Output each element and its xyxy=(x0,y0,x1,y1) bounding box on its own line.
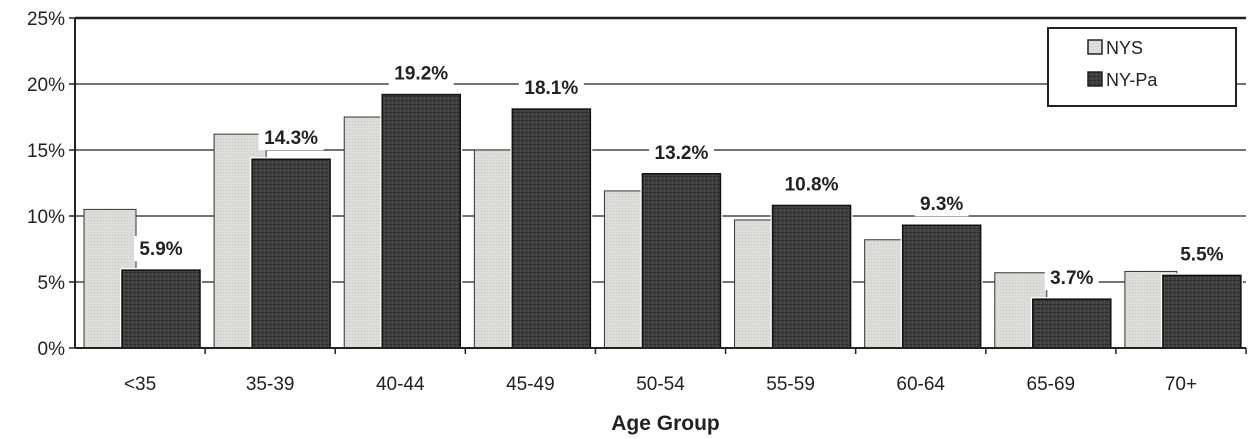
legend-label-ny-pa: NY-Pa xyxy=(1106,70,1158,90)
y-tick-label: 10% xyxy=(27,207,65,228)
data-label-bg xyxy=(914,191,969,217)
data-label-bg xyxy=(648,139,714,165)
y-tick-label: 20% xyxy=(27,75,65,96)
x-tick-label-65-69: 65-69 xyxy=(1027,374,1076,395)
data-label-55-59: 10.8% xyxy=(785,174,839,195)
bar-ny-pa-40-44 xyxy=(381,93,461,349)
data-label-bg xyxy=(518,75,584,101)
data-label-bg xyxy=(779,171,845,197)
data-label-60-64: 9.3% xyxy=(920,194,963,215)
bars xyxy=(83,92,1243,349)
y-tick-label: 15% xyxy=(27,141,65,162)
data-labels: 5.9% 14.3% 19.2% 18.1% 13.2% 10.8% 9.3% 3.7% 5.5… xyxy=(134,60,1229,291)
bar-ny-pa-65-69 xyxy=(1032,298,1112,349)
x-tick-label-60-64: 60-64 xyxy=(896,374,945,395)
x-tick-label-35: <35 xyxy=(124,374,156,395)
axes: 0% 5% 10% 15% 20% 25% <35 35-39 40-44 45-49 50-54 5… xyxy=(27,9,1247,395)
x-tick-label-40-44: 40-44 xyxy=(376,374,425,395)
x-tick-label-50-54: 50-54 xyxy=(636,374,685,395)
bar-ny-pa-45-49 xyxy=(511,108,592,349)
bar-ny-pa-55-59 xyxy=(771,204,852,349)
data-label-bg xyxy=(1044,265,1099,291)
x-tick-label-70: 70+ xyxy=(1165,374,1197,395)
y-tick-label: 0% xyxy=(38,339,66,360)
data-label-bg xyxy=(258,125,324,151)
legend-label-nys: NYS xyxy=(1106,38,1143,58)
legend-swatch-ny-pa xyxy=(1087,71,1103,87)
bar-ny-pa-35-39 xyxy=(251,158,331,349)
data-label-bg xyxy=(1174,241,1229,267)
data-label-40-44: 19.2% xyxy=(394,64,448,85)
legend-box xyxy=(1047,27,1237,107)
y-tick-label: 5% xyxy=(38,273,66,294)
legend-swatch-nys xyxy=(1087,39,1103,55)
bar-ny-pa-50-54 xyxy=(641,173,722,349)
y-tick-label: 25% xyxy=(27,9,65,30)
legend: NYS NY-Pa xyxy=(1047,27,1237,107)
data-label-35-39: 14.3% xyxy=(264,128,318,149)
data-label-bg xyxy=(134,236,188,262)
data-label-70: 5.5% xyxy=(1180,244,1223,265)
bar-ny-pa-70 xyxy=(1162,274,1242,349)
bar-ny-pa-60-64 xyxy=(901,224,982,349)
x-tick-label-35-39: 35-39 xyxy=(246,374,295,395)
x-tick-label-45-49: 45-49 xyxy=(506,374,555,395)
data-label-65-69: 3.7% xyxy=(1050,268,1093,289)
x-tick-label-55-59: 55-59 xyxy=(766,374,815,395)
data-label-50-54: 13.2% xyxy=(655,143,709,164)
data-label-45-49: 18.1% xyxy=(524,78,578,99)
bar-ny-pa-35 xyxy=(121,269,201,349)
data-label-bg xyxy=(388,60,454,86)
data-label-35: 5.9% xyxy=(139,239,182,260)
x-axis-title: Age Group xyxy=(611,412,720,435)
